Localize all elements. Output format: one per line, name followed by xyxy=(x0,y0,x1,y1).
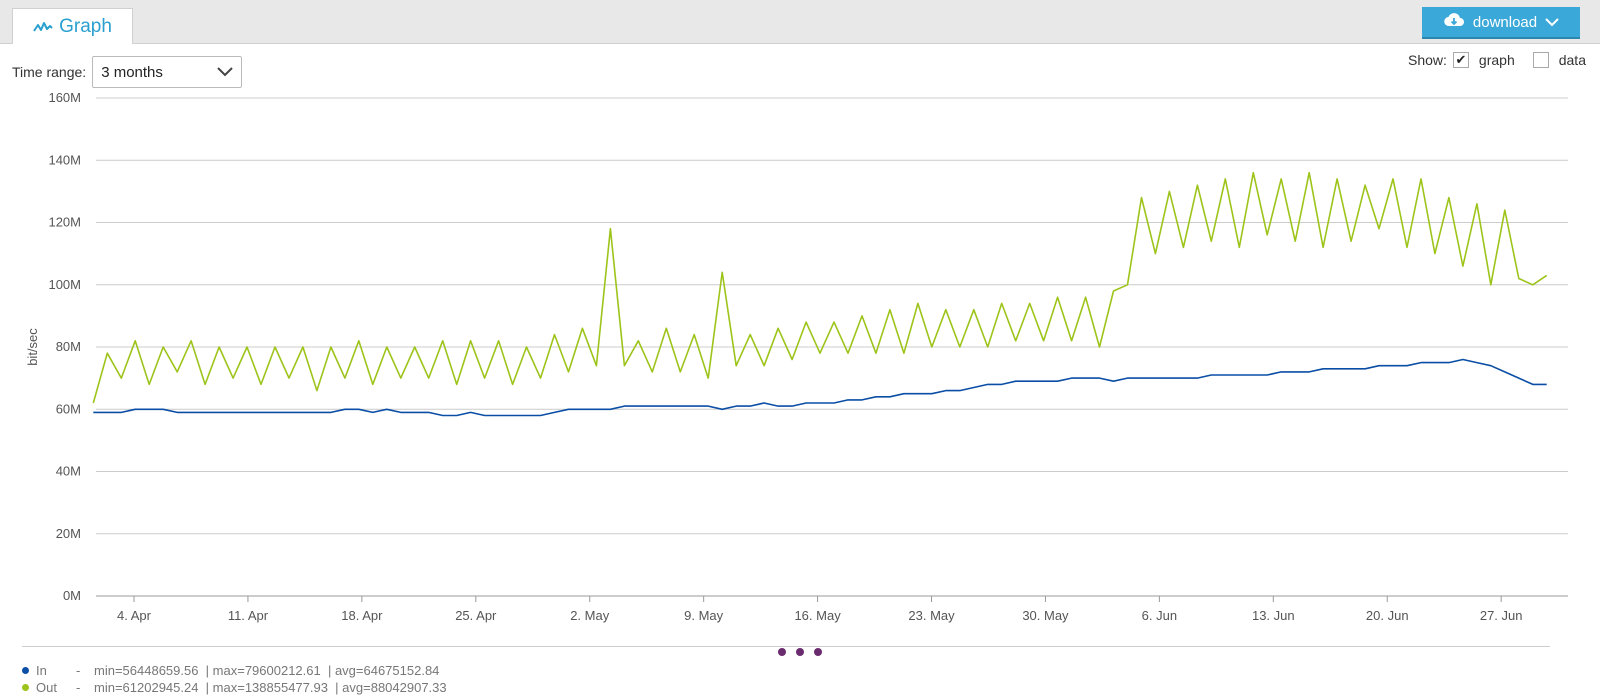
show-label: Show: xyxy=(1408,52,1447,68)
legend: In - min=56448659.56 | max=79600212.61 |… xyxy=(22,662,447,696)
legend-dot-out xyxy=(22,684,29,691)
graph-icon xyxy=(33,20,53,34)
traffic-chart: 0M 20M 40M 60M 80M 100M 120M 140M 160M bit/sec 4. … xyxy=(25,90,1568,623)
x-tick-label: 18. Apr xyxy=(341,608,383,623)
download-label: download xyxy=(1472,13,1538,31)
time-range-select[interactable]: 3 months xyxy=(92,56,243,88)
time-range-label: Time range: xyxy=(12,64,87,80)
graph-checkbox-label: graph xyxy=(1478,52,1515,68)
y-tick-label: 100M xyxy=(48,277,81,292)
legend-item-in: In - min=56448659.56 | max=79600212.61 |… xyxy=(22,662,447,679)
x-tick-label: 20. Jun xyxy=(1366,608,1409,623)
x-tick-label: 11. Apr xyxy=(228,608,269,623)
tab-graph[interactable]: Graph xyxy=(12,8,133,44)
x-tick-label: 13. Jun xyxy=(1252,608,1295,623)
y-axis-label: bit/sec xyxy=(25,328,40,366)
y-tick-label: 120M xyxy=(48,215,81,230)
y-tick-label: 20M xyxy=(56,526,81,541)
chevron-down-icon xyxy=(217,64,233,81)
x-tick-label: 2. May xyxy=(570,608,610,623)
pager-dot[interactable] xyxy=(778,648,786,656)
y-tick-label: 40M xyxy=(56,464,81,479)
y-tick-label: 160M xyxy=(48,90,81,105)
y-tick-label: 140M xyxy=(48,152,81,167)
series-line-out xyxy=(92,171,1548,404)
chevron-down-icon xyxy=(1545,14,1559,31)
legend-name-out: Out xyxy=(36,680,57,695)
x-tick-label: 23. May xyxy=(908,608,955,623)
x-tick-label: 27. Jun xyxy=(1480,608,1523,623)
legend-item-out: Out - min=61202945.24 | max=138855477.93… xyxy=(22,679,447,696)
download-button[interactable]: download xyxy=(1422,7,1580,39)
graph-checkbox[interactable]: ✔ xyxy=(1452,52,1469,68)
x-tick-label: 4. Apr xyxy=(117,608,152,623)
pager-dot[interactable] xyxy=(796,648,804,656)
x-tick-label: 6. Jun xyxy=(1142,608,1177,623)
x-tick-label: 16. May xyxy=(794,608,841,623)
y-tick-label: 80M xyxy=(56,339,81,354)
legend-dot-in xyxy=(22,667,29,674)
tab-bar: Graph download xyxy=(0,0,1600,44)
legend-name-in: In xyxy=(36,663,47,678)
pager-dot[interactable] xyxy=(814,648,822,656)
time-range: Time range: 3 months xyxy=(12,56,243,88)
pager xyxy=(778,648,822,656)
show-options: Show: ✔ graph data xyxy=(1408,52,1586,68)
time-range-value: 3 months xyxy=(101,63,163,81)
x-tick-label: 9. May xyxy=(684,608,724,623)
y-tick-label: 0M xyxy=(63,588,81,603)
divider xyxy=(22,646,1550,647)
x-tick-label: 25. Apr xyxy=(455,608,497,623)
y-tick-label: 60M xyxy=(56,401,81,416)
legend-stats-out: min=61202945.24 | max=138855477.93 | avg… xyxy=(94,680,447,695)
data-checkbox-label: data xyxy=(1558,52,1586,68)
tab-graph-label: Graph xyxy=(59,15,112,37)
x-tick-label: 30. May xyxy=(1022,608,1069,623)
cloud-download-icon xyxy=(1443,12,1465,32)
series-line-in xyxy=(93,358,1547,417)
legend-stats-in: min=56448659.56 | max=79600212.61 | avg=… xyxy=(94,663,440,678)
data-checkbox[interactable] xyxy=(1532,52,1549,68)
